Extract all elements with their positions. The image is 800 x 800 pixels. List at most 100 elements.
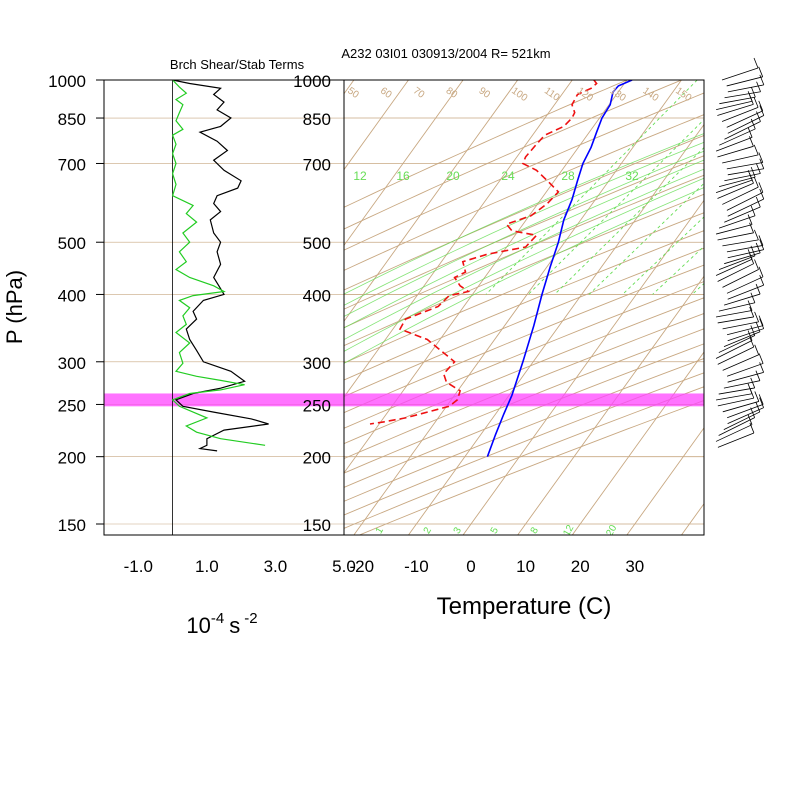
- wind-barb: [726, 182, 764, 211]
- left-x-tick-label: 5.0: [332, 557, 356, 576]
- wind-barb-flag: [754, 311, 759, 323]
- wind-barb: [715, 330, 753, 359]
- wind-barb-staff: [717, 104, 754, 116]
- dry-adiabat: [344, 155, 704, 310]
- wind-barb: [717, 94, 754, 116]
- isotherm: [353, 80, 682, 535]
- wind-barb: [727, 397, 764, 425]
- skewt-x-tick-label: -10: [404, 557, 429, 576]
- wind-barb: [723, 370, 761, 389]
- wind-barb-flag: [758, 152, 764, 163]
- wind-barb-flag: [747, 300, 753, 311]
- wind-barb-flag: [758, 66, 764, 77]
- wind-barb: [717, 306, 755, 324]
- mixing-ratio-top-label: 28: [561, 169, 575, 183]
- wind-barb-flag: [758, 315, 764, 326]
- wind-barb-flag: [749, 222, 754, 233]
- wind-barb-flag: [753, 97, 759, 108]
- wind-barb-staff: [717, 145, 754, 158]
- wind-barb: [722, 259, 759, 288]
- wind-barb: [727, 74, 765, 93]
- wind-barb-flag: [758, 353, 764, 364]
- mixing-ratio-bottom-label: 8: [529, 525, 542, 536]
- skewt-highlight-band: [344, 393, 704, 407]
- wind-barb-staff: [717, 316, 754, 324]
- wind-barb: [718, 245, 756, 270]
- wind-barb: [718, 407, 756, 436]
- left-x-tick-label: 3.0: [264, 557, 288, 576]
- skewt-x-tick-label: 20: [571, 557, 590, 576]
- wind-barb-flag: [756, 111, 761, 122]
- wind-barb-flag: [759, 158, 765, 169]
- wind-barb-flag: [755, 370, 761, 381]
- wind-barb: [724, 196, 761, 223]
- dry-adiabat: [344, 264, 704, 414]
- wind-barb: [726, 66, 764, 87]
- wind-barb-staff: [722, 354, 759, 371]
- left-y-tick-label: 850: [58, 110, 86, 129]
- wind-barb-flag: [754, 229, 759, 241]
- wind-barb: [727, 239, 765, 259]
- moist-adiabat: [344, 168, 704, 341]
- wind-barb-flag: [747, 127, 753, 138]
- wind-barb: [724, 81, 761, 99]
- wind-barb-staff: [727, 404, 764, 419]
- skewt-y-tick-label: 150: [303, 516, 331, 535]
- left-panel-title: Brch Shear/Stab Terms: [170, 57, 305, 72]
- y-axis-label: P (hPa): [2, 270, 27, 344]
- isotherm: [571, 351, 704, 535]
- adiabat-label: 70: [411, 85, 427, 101]
- wind-barb-staff: [726, 363, 764, 377]
- wind-barb: [717, 336, 755, 365]
- isotherm: [0, 80, 299, 557]
- wind-barb-flag: [753, 144, 759, 156]
- wind-barb-flag: [754, 344, 760, 355]
- skewt-x-axis-label: Temperature (C): [437, 593, 612, 620]
- wind-barb-flag: [750, 325, 756, 336]
- left-x-tick-label: 1.0: [195, 557, 219, 576]
- wind-barb-flag: [755, 321, 761, 332]
- wind-barb: [719, 87, 756, 105]
- wind-barb-staff: [718, 335, 755, 353]
- wind-barb: [717, 173, 754, 199]
- isotherm: [0, 80, 245, 557]
- wind-barbs: [715, 57, 765, 448]
- left-x-tick-labels: -1.0 1.0 3.0 5.0: [124, 557, 356, 576]
- wind-barb-flag: [750, 292, 756, 303]
- wind-barb-staff: [726, 276, 764, 294]
- dry-adiabat: [344, 174, 704, 329]
- mixing-ratio-line: [554, 146, 704, 295]
- adiabat-label: 50: [345, 85, 361, 101]
- left-highlight-band: [104, 393, 344, 407]
- wind-barb-staff: [722, 401, 759, 413]
- wind-barb-staff: [716, 100, 753, 111]
- left-y-tick-label: 500: [58, 234, 86, 253]
- isotherm: [344, 80, 355, 95]
- skewt-y-tick-label: 300: [303, 354, 331, 373]
- wind-barb-flag: [747, 330, 753, 341]
- wind-barb-flag: [759, 362, 765, 373]
- wind-barb-flag: [756, 163, 761, 174]
- isotherm: [0, 80, 190, 557]
- wind-barb-staff: [717, 346, 754, 365]
- wind-barb: [715, 414, 753, 442]
- wind-barb: [726, 315, 764, 336]
- wind-barb-flag: [755, 196, 761, 208]
- dry-adiabat: [344, 212, 704, 364]
- wind-barb-staff: [727, 84, 764, 93]
- wind-barb-flag: [756, 81, 761, 92]
- left-x-tick-label: -1.0: [124, 557, 153, 576]
- moist-adiabat: [344, 159, 704, 329]
- dry-adiabat: [344, 80, 683, 230]
- wind-barb-flag: [750, 118, 756, 130]
- wind-barb-staff: [715, 258, 753, 276]
- mixing-ratio-top-label: 12: [353, 169, 367, 183]
- dry-adiabat: [344, 343, 704, 488]
- wind-barb-flag: [749, 422, 755, 434]
- wind-barb-staff: [722, 269, 759, 288]
- skewt-x-tick-label: 0: [466, 557, 475, 576]
- wind-barb-flag: [748, 94, 754, 105]
- dry-adiabat: [344, 193, 704, 347]
- wind-barb-staff: [717, 182, 754, 199]
